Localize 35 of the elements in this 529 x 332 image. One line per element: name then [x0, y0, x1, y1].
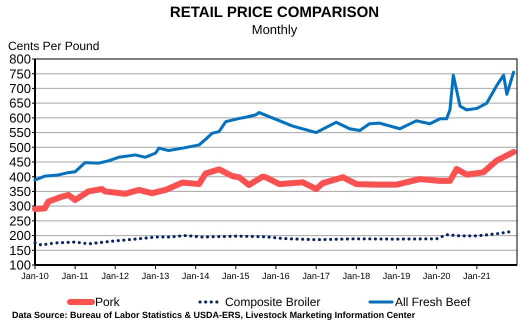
y-tick-label: 100	[9, 258, 31, 273]
y-tick-label: 750	[9, 66, 31, 82]
x-tick-label: Jan-17	[302, 271, 330, 281]
chart-title: RETAIL PRICE COMPARISON	[170, 4, 380, 21]
y-tick-label: 450	[9, 154, 31, 170]
source-note: Data Source: Bureau of Labor Statistics & USDA-ERS, Livestock Marketing Information Center	[12, 310, 416, 320]
x-tick-label: Jan-18	[342, 271, 370, 281]
legend-label: Pork	[95, 295, 121, 310]
y-tick-label: 800	[9, 52, 31, 67]
x-tick-label: Jan-19	[382, 271, 410, 281]
x-tick-label: Jan-13	[142, 271, 170, 281]
y-tick-label: 200	[9, 228, 31, 244]
y-tick-label: 350	[9, 184, 31, 199]
x-tick-label: Jan-11	[62, 271, 89, 281]
y-tick-label: 700	[9, 80, 31, 96]
x-tick-label: Jan-16	[262, 271, 290, 281]
y-tick-label: 250	[9, 213, 31, 228]
y-tick-label: 300	[9, 198, 31, 214]
y-tick-label: 500	[9, 140, 31, 155]
line-series	[34, 70, 516, 182]
y-tick-label: 600	[9, 110, 31, 126]
legend-label: All Fresh Beef	[395, 295, 472, 310]
x-tick-label: Jan-14	[182, 271, 210, 281]
x-tick-label: Jan-15	[222, 271, 250, 281]
y-tick-label: 550	[9, 125, 31, 140]
y-tick-label: 400	[9, 169, 31, 184]
x-tick-label: Jan-20	[422, 271, 450, 281]
x-tick-label: Jan-10	[21, 271, 49, 281]
y-tick-label: 150	[9, 242, 31, 258]
y-axis-title: Cents Per Pound	[8, 39, 100, 53]
legend-label: Composite Broiler	[225, 295, 320, 310]
chart-subtitle: Monthly	[252, 22, 298, 37]
x-tick-label: Jan-21	[463, 271, 491, 281]
y-tick-label: 650	[9, 96, 31, 111]
x-tick-label: Jan-12	[102, 271, 130, 281]
